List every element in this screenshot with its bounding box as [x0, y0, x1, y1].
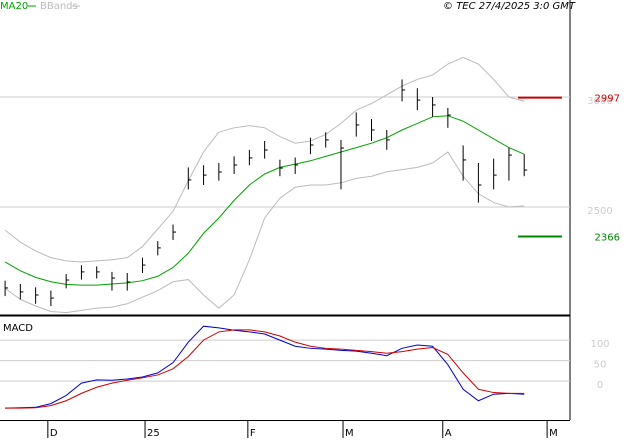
x-tick-label: M: [549, 428, 558, 439]
ma20-line: [4, 115, 525, 286]
legend-ma20: MA20: [0, 1, 28, 12]
level-label: 2366: [595, 232, 620, 243]
macd-title: MACD: [3, 323, 33, 334]
x-tick-label: F: [250, 428, 256, 439]
macd-line: [5, 325, 525, 409]
x-tick-label: 25: [147, 428, 160, 439]
macd-line: [5, 329, 525, 409]
bband-lower: [4, 151, 525, 314]
x-tick-label: D: [50, 428, 58, 439]
x-tick-label: M: [345, 428, 354, 439]
y-tick-label: 3000: [587, 96, 612, 107]
legend-bbands: BBands: [40, 1, 78, 12]
x-tick-label: A: [445, 428, 452, 439]
y-tick-label: 0: [597, 380, 603, 391]
bband-upper: [4, 56, 525, 263]
y-tick-label: 2500: [587, 206, 612, 217]
level-label: 2997: [595, 94, 620, 105]
y-tick-label: 100: [590, 339, 609, 350]
copyright-note: © TEC 27/4/2025 3:0 GMT: [443, 1, 576, 12]
y-tick-label: 50: [594, 360, 607, 371]
